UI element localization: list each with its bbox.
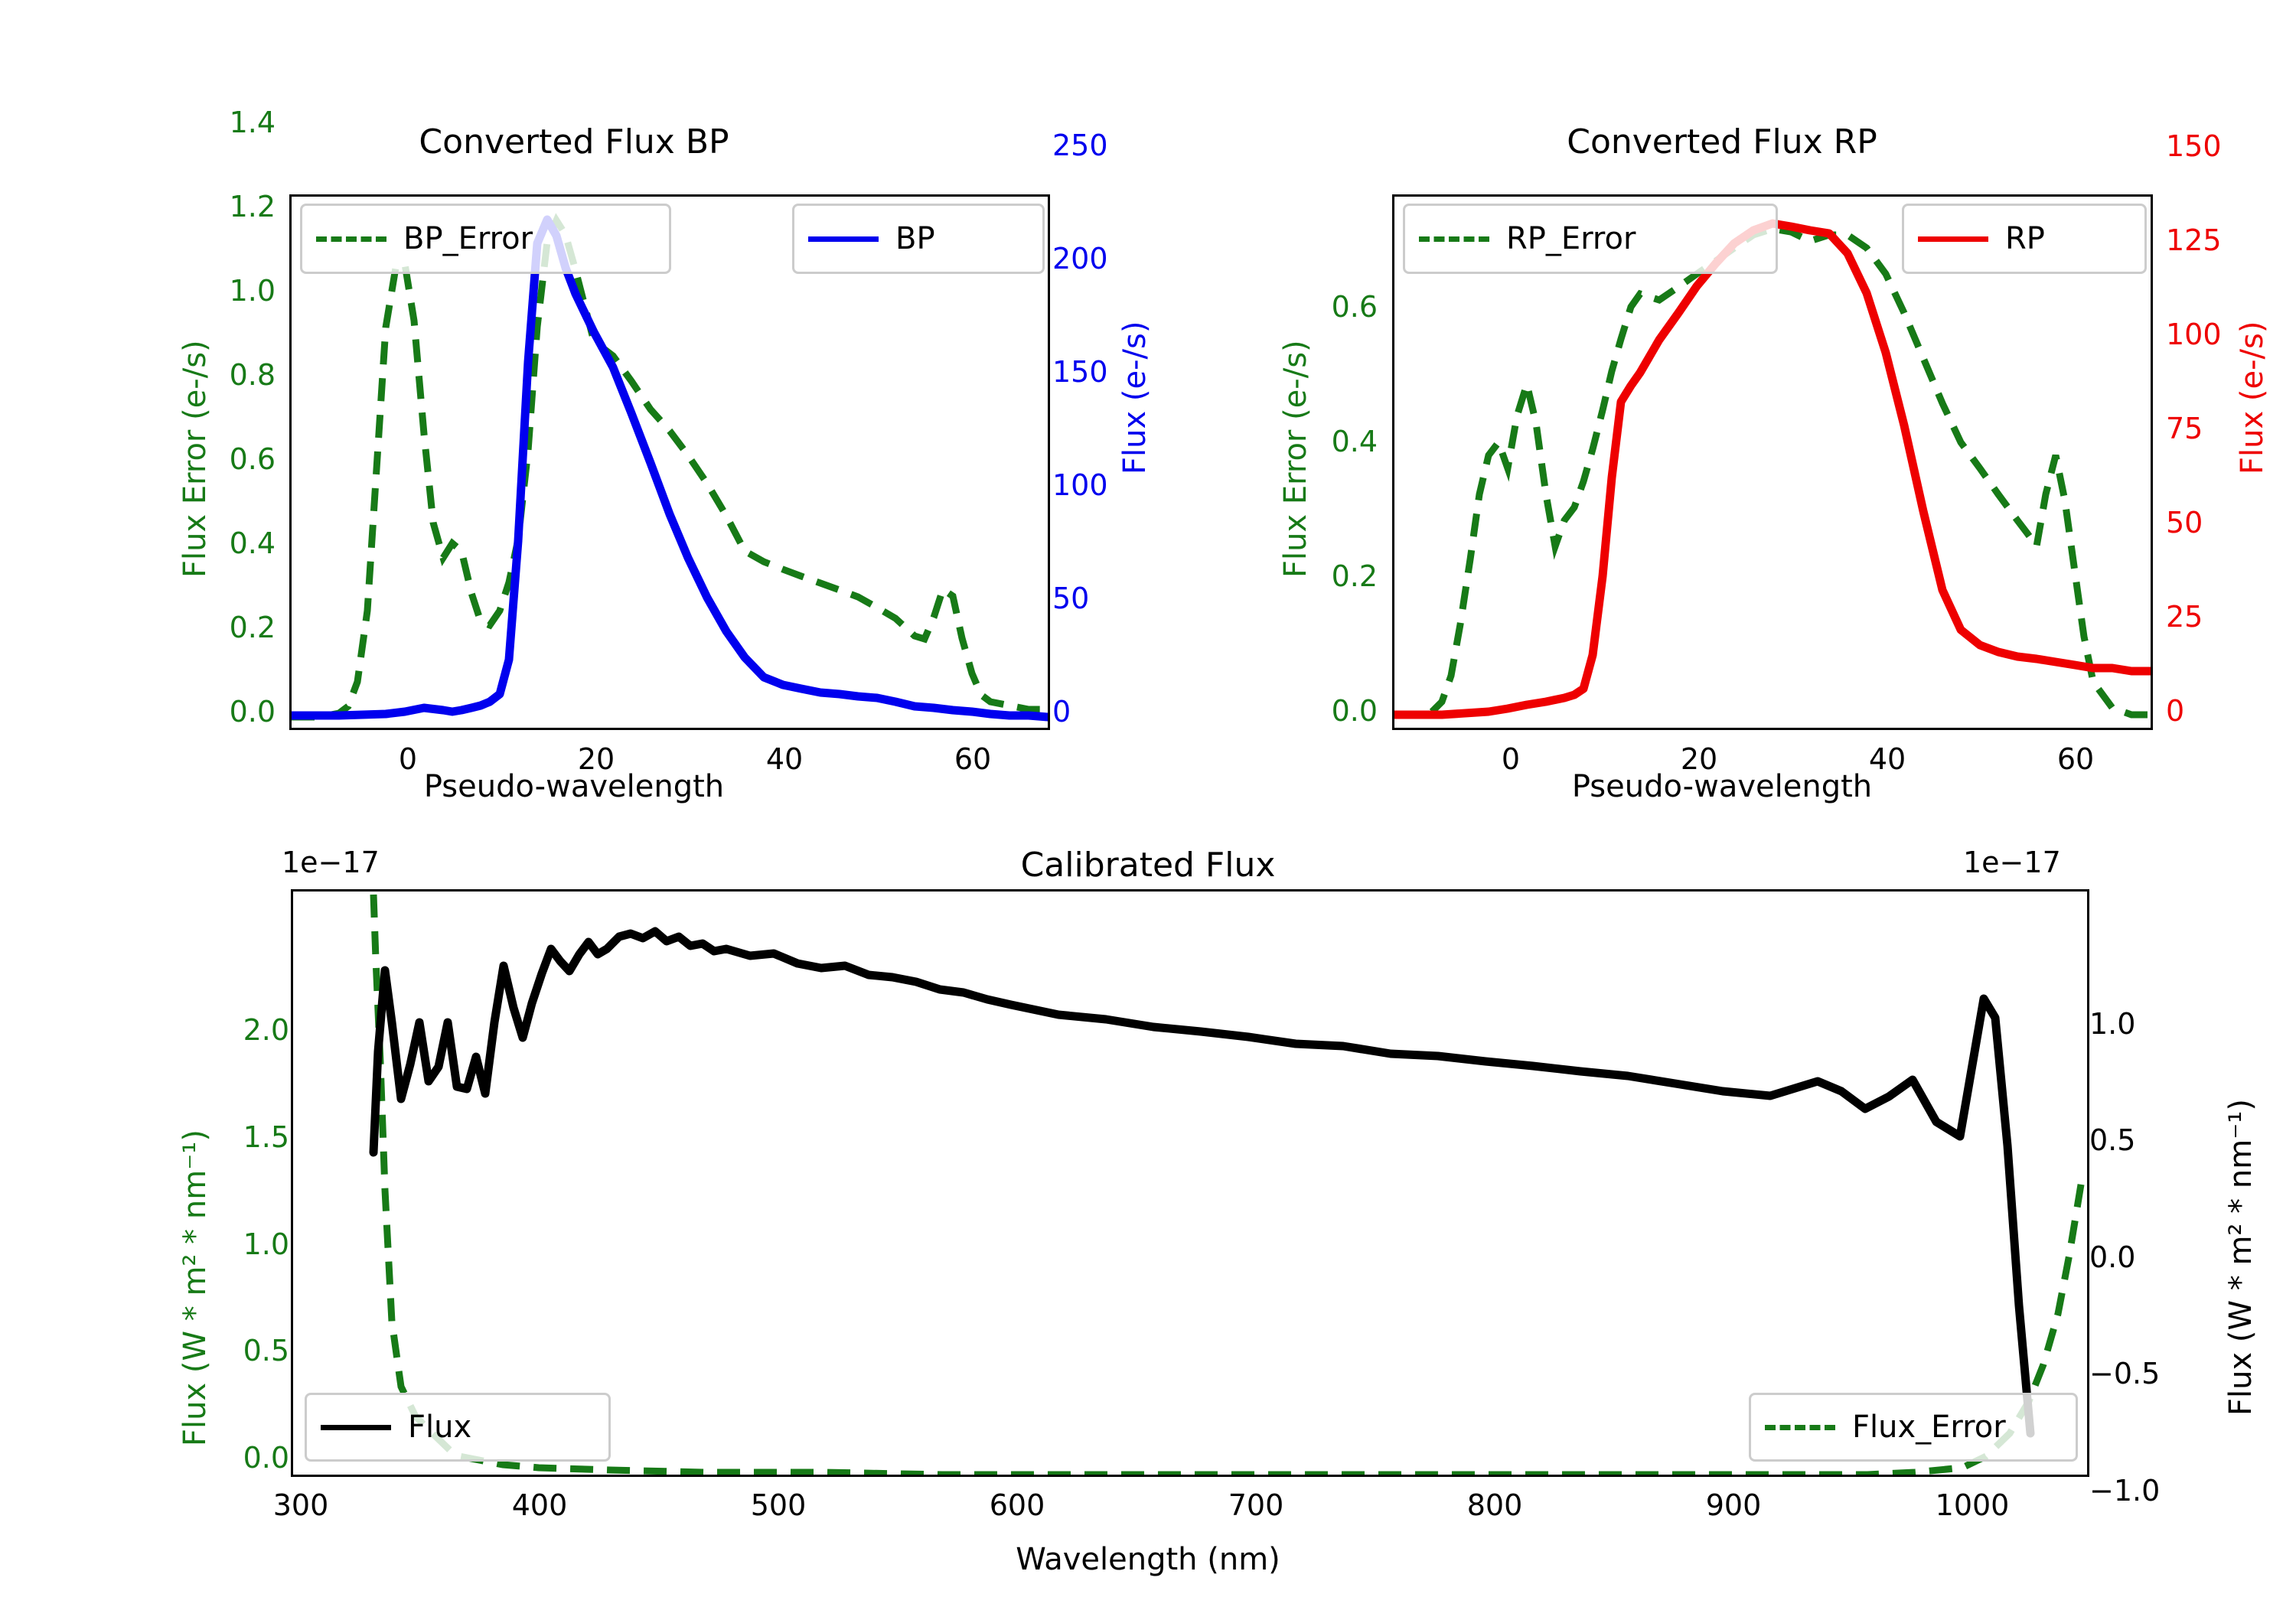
rp-error-legend-key-icon [1419, 236, 1489, 242]
rp-xtick-0: 0 [1501, 742, 1521, 776]
bp-legend-flux[interactable]: BP [792, 204, 1045, 274]
bp-ytick-left-2: 0.4 [229, 526, 276, 560]
calibrated-ytick-right-1: −0.5 [2089, 1357, 2161, 1390]
bp-flux-series [292, 215, 1048, 722]
calibrated-ytick-right-4: 1.0 [2089, 1007, 2136, 1041]
calibrated-xlabel: Wavelength (nm) [1016, 1542, 1280, 1577]
rp-ytick-right-4: 100 [2166, 318, 2222, 351]
calibrated-ytick-left-0: 0.0 [243, 1441, 289, 1475]
rp-ytick-right-3: 75 [2166, 412, 2203, 445]
calibrated-flux-error-legend-key-icon [1765, 1424, 1835, 1430]
bp-ytick-left-6: 1.2 [229, 190, 276, 223]
calibrated-ytick-left-4: 2.0 [243, 1013, 289, 1047]
bp-ytick-right-1: 50 [1052, 582, 1090, 615]
bp-flux-legend-label: BP [895, 221, 935, 256]
bp-ytick-left-4: 0.8 [229, 358, 276, 392]
rp-title: Converted Flux RP [1567, 122, 1877, 161]
bp-ytick-left-0: 0.0 [229, 695, 276, 729]
calibrated-axes [291, 889, 2089, 1477]
calibrated-ytick-right-0: −1.0 [2089, 1474, 2161, 1508]
bp-title: Converted Flux BP [419, 122, 729, 161]
rp-flux-legend-label: RP [2005, 221, 2045, 256]
bp-xtick-1: 20 [577, 742, 615, 776]
calibrated-offset-left: 1e−17 [282, 846, 380, 879]
calibrated-ytick-left-2: 1.0 [243, 1227, 289, 1261]
calibrated-legend-flux[interactable]: Flux [305, 1393, 611, 1462]
rp-ytick-right-5: 125 [2166, 223, 2222, 257]
calibrated-flux-error-series [370, 894, 2086, 1475]
calibrated-xtick-3: 600 [989, 1488, 1045, 1522]
calibrated-plot-area [369, 894, 2086, 1475]
rp-ytick-left-3: 0.6 [1331, 290, 1378, 324]
rp-plot-area [1394, 219, 2151, 719]
calibrated-legend-flux-error[interactable]: Flux_Error [1749, 1393, 2078, 1462]
rp-flux-legend-key-icon [1918, 236, 1988, 242]
panel-converted-flux-bp: Converted Flux BP Flux Error (e-/s) Flux… [0, 0, 1153, 811]
bp-plot-area [292, 213, 1048, 722]
rp-ylabel-left: Flux Error (e-/s) [1278, 340, 1313, 578]
rp-ytick-right-6: 150 [2166, 129, 2222, 163]
bp-xtick-2: 40 [765, 742, 804, 776]
calibrated-xtick-7: 1000 [1935, 1488, 2010, 1522]
panel-converted-flux-rp: Converted Flux RP Flux Error (e-/s) Flux… [1148, 0, 2296, 811]
rp-xtick-1: 20 [1680, 742, 1718, 776]
calibrated-flux-legend-key-icon [321, 1424, 391, 1430]
calibrated-xtick-6: 900 [1705, 1488, 1762, 1522]
rp-ytick-left-1: 0.2 [1331, 559, 1378, 593]
bp-ytick-left-7: 1.4 [229, 106, 276, 139]
calibrated-flux-series [369, 927, 2035, 1438]
bp-ytick-right-4: 200 [1052, 242, 1108, 275]
calibrated-xtick-1: 400 [511, 1488, 568, 1522]
rp-ytick-right-2: 50 [2166, 506, 2203, 539]
bp-ytick-left-1: 0.2 [229, 611, 276, 644]
rp-error-legend-label: RP_Error [1506, 221, 1636, 256]
calibrated-ytick-left-1: 0.5 [243, 1334, 289, 1367]
calibrated-ytick-left-3: 1.5 [243, 1120, 289, 1154]
rp-ytick-left-0: 0.0 [1331, 694, 1378, 728]
bp-error-legend-label: BP_Error [403, 221, 533, 256]
bp-error-series [292, 213, 1048, 721]
panel-calibrated-flux: Calibrated Flux 1e−17 1e−17 Flux (W * m²… [0, 811, 2296, 1607]
calibrated-flux-error-legend-label: Flux_Error [1852, 1410, 2006, 1445]
bp-ytick-left-5: 1.0 [229, 274, 276, 308]
rp-xtick-2: 40 [1868, 742, 1906, 776]
rp-error-series [1394, 225, 2151, 719]
bp-ytick-right-0: 0 [1052, 695, 1071, 729]
calibrated-offset-right: 1e−17 [1963, 846, 2061, 879]
rp-legend-error[interactable]: RP_Error [1403, 204, 1778, 274]
bp-ytick-right-3: 150 [1052, 355, 1108, 389]
calibrated-title: Calibrated Flux [1020, 846, 1276, 885]
calibrated-ylabel-right: Flux (W * m² * nm⁻¹) [2223, 1099, 2258, 1416]
calibrated-xtick-5: 800 [1466, 1488, 1523, 1522]
rp-axes [1392, 194, 2153, 730]
rp-ytick-left-2: 0.4 [1331, 425, 1378, 458]
bp-axes [289, 194, 1050, 730]
bp-ytick-right-2: 100 [1052, 468, 1108, 502]
bp-ytick-right-5: 250 [1052, 129, 1108, 162]
calibrated-ylabel-left: Flux (W * m² * nm⁻¹) [178, 1129, 213, 1446]
calibrated-ytick-right-2: 0.0 [2089, 1240, 2136, 1274]
rp-xlabel: Pseudo-wavelength [1571, 769, 1873, 804]
calibrated-flux-legend-label: Flux [408, 1410, 472, 1445]
bp-ytick-left-3: 0.6 [229, 442, 276, 476]
calibrated-xtick-0: 300 [272, 1488, 329, 1522]
bp-xtick-0: 0 [398, 742, 418, 776]
bp-flux-legend-key-icon [808, 236, 879, 242]
rp-legend-flux[interactable]: RP [1902, 204, 2147, 274]
rp-xtick-3: 60 [2056, 742, 2095, 776]
calibrated-ytick-right-3: 0.5 [2089, 1123, 2136, 1157]
bp-error-legend-key-icon [316, 236, 386, 242]
bp-xlabel: Pseudo-wavelength [423, 769, 725, 804]
calibrated-xtick-2: 500 [750, 1488, 807, 1522]
rp-ytick-right-1: 25 [2166, 600, 2203, 634]
rp-ytick-right-0: 0 [2166, 694, 2185, 728]
bp-legend-error[interactable]: BP_Error [300, 204, 671, 274]
calibrated-xtick-4: 700 [1228, 1488, 1284, 1522]
bp-xtick-3: 60 [954, 742, 992, 776]
